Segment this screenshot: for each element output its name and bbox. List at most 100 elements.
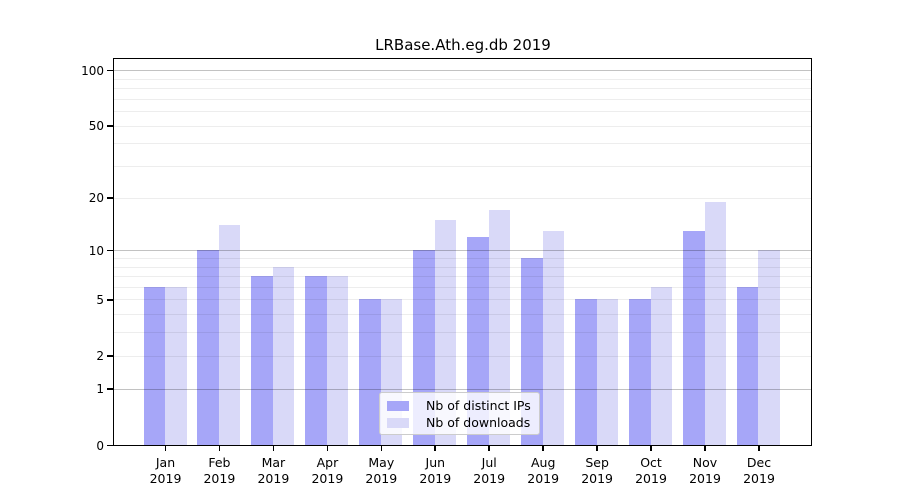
gridline-minor [114, 143, 811, 145]
legend-label-distinct-ips: Nb of distinct IPs [426, 398, 531, 413]
x-tick-label-year: 2019 [419, 471, 452, 486]
x-tick-mark [542, 446, 544, 451]
x-tick-mark [326, 446, 329, 451]
y-tick-label: 0 [96, 438, 104, 453]
y-tick-mark [107, 249, 113, 252]
gridline-minor [114, 257, 811, 259]
x-tick-label-month: Jan [155, 455, 176, 470]
gridline-minor [114, 98, 811, 100]
bar-downloads-apr [326, 276, 349, 445]
x-tick-label-year: 2019 [581, 471, 613, 486]
x-tick-mark [596, 446, 598, 451]
gridline-minor [114, 332, 811, 334]
x-tick-label-year: 2019 [311, 471, 344, 486]
y-tick-label: 5 [96, 292, 104, 307]
bar-distinct-ips-feb [197, 250, 219, 445]
y-tick-mark [107, 444, 113, 447]
x-tick-label-month: Mar [261, 455, 286, 470]
x-tick-label-year: 2019 [473, 471, 506, 486]
gridline-minor [114, 166, 811, 167]
x-tick-mark [758, 446, 760, 451]
bar-downloads-oct [650, 286, 673, 445]
gridline-minor [114, 286, 811, 288]
gridline-minor [114, 78, 811, 80]
x-tick-label-month: Jul [481, 455, 497, 470]
x-tick-label-year: 2019 [635, 471, 667, 486]
x-tick-label-month: Feb [208, 455, 231, 470]
legend-entry-distinct-ips: Nb of distinct IPs [387, 397, 539, 414]
bar-distinct-ips-oct [629, 299, 651, 445]
bar-downloads-feb [218, 225, 241, 445]
legend-swatch-downloads-icon [387, 417, 409, 428]
y-tick-label: 20 [88, 191, 104, 206]
y-tick-mark [107, 299, 113, 301]
gridline-minor [114, 276, 811, 277]
x-tick-mark [704, 446, 706, 451]
x-tick-label-year: 2019 [257, 471, 290, 486]
x-tick-mark [380, 446, 383, 451]
chart-title: LRBase.Ath.eg.db 2019 [375, 36, 551, 54]
gridline-minor [114, 299, 811, 301]
bar-downloads-dec [758, 250, 780, 445]
x-tick-mark [488, 446, 490, 451]
x-tick-label-month: Nov [692, 455, 718, 470]
x-tick-label-month: Dec [746, 455, 772, 470]
x-tick-label-year: 2019 [743, 471, 775, 486]
x-tick-mark [650, 446, 652, 451]
y-tick-label: 50 [88, 119, 104, 133]
bar-downloads-jan [165, 286, 187, 445]
gridline-major [114, 250, 811, 252]
y-tick-mark [107, 69, 113, 72]
gridline-major [114, 70, 811, 71]
bar-downloads-aug [542, 230, 565, 445]
bar-distinct-ips-sep [575, 299, 597, 445]
bar-downloads-jun [434, 219, 457, 445]
x-tick-mark [434, 446, 436, 451]
x-tick-label-month: Apr [316, 455, 339, 470]
x-tick-label-year: 2019 [149, 471, 182, 486]
y-tick-mark [107, 125, 113, 127]
x-tick-label-month: Jun [425, 455, 446, 470]
gridline-minor [114, 111, 811, 112]
y-tick-label: 1 [96, 382, 104, 397]
legend: Nb of distinct IPs Nb of downloads [379, 392, 540, 435]
x-tick-label-month: Aug [530, 455, 556, 470]
gridline-minor [114, 266, 811, 268]
legend-label-downloads: Nb of downloads [426, 415, 531, 430]
bar-distinct-ips-jan [143, 286, 165, 445]
x-tick-label-month: Sep [585, 455, 609, 470]
x-tick-mark [272, 446, 275, 451]
x-tick-label-year: 2019 [365, 471, 398, 486]
bar-distinct-ips-mar [251, 276, 273, 445]
gridline-major [114, 388, 811, 390]
x-tick-label-month: Oct [640, 455, 662, 470]
gridline-minor [114, 125, 811, 127]
bar-distinct-ips-nov [683, 230, 705, 445]
y-tick-label: 100 [81, 63, 104, 78]
y-tick-mark [107, 355, 113, 357]
x-tick-mark [164, 446, 167, 451]
legend-swatch-distinct-ips-icon [387, 400, 409, 411]
gridline-minor [114, 197, 811, 199]
bar-distinct-ips-apr [305, 276, 327, 445]
bar-downloads-mar [272, 266, 295, 445]
legend-entry-downloads: Nb of downloads [387, 414, 539, 431]
bar-distinct-ips-may [359, 299, 381, 445]
x-tick-label-year: 2019 [527, 471, 560, 486]
gridline-minor [114, 355, 811, 357]
bar-distinct-ips-dec [736, 286, 759, 445]
gridline-minor [114, 314, 811, 316]
gridline-minor [114, 87, 811, 89]
bar-downloads-sep [596, 299, 619, 445]
x-tick-mark [218, 446, 221, 451]
plot-area [113, 58, 812, 446]
x-tick-label-month: May [368, 455, 395, 470]
bar-downloads-nov [704, 201, 726, 445]
x-tick-label-year: 2019 [203, 471, 236, 486]
y-tick-label: 2 [96, 349, 104, 364]
y-tick-mark [107, 388, 113, 390]
bar-downloads-jul [488, 210, 511, 445]
x-tick-label-year: 2019 [689, 471, 721, 486]
y-tick-mark [107, 197, 113, 199]
